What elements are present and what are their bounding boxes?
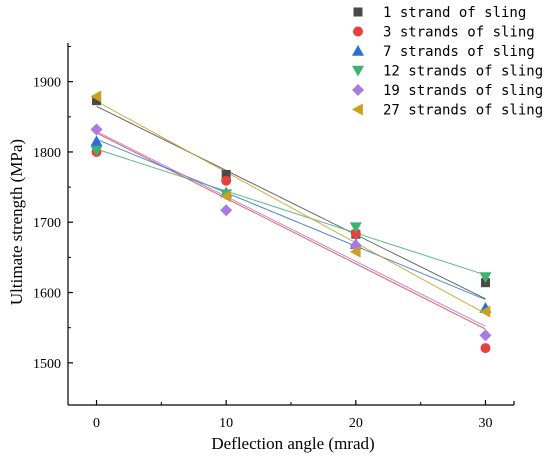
fit-line-series-6: [96, 100, 486, 315]
marker-series-2: [350, 228, 361, 239]
marker-series-3: [90, 135, 103, 147]
legend-marker-4: [352, 65, 364, 77]
legend-marker-5: [352, 84, 364, 96]
marker-series-6: [479, 305, 491, 318]
y-tick-label: 1800: [33, 146, 61, 161]
marker-series-4: [479, 272, 492, 284]
fit-line-series-2: [96, 132, 486, 330]
x-tick-label: 30: [478, 416, 492, 431]
y-tick-label: 1500: [33, 357, 61, 372]
fit-line-series-4: [96, 148, 486, 276]
trendlines: [96, 100, 486, 330]
legend-label-5: 19 strands of sling: [383, 83, 543, 99]
y-tick-label: 1600: [33, 287, 61, 302]
marker-series-2: [480, 343, 491, 354]
y-tick-label: 1700: [33, 216, 61, 231]
marker-series-4: [90, 145, 103, 157]
legend-label-3: 7 strands of sling: [383, 44, 535, 60]
marker-series-1: [92, 96, 102, 106]
fit-line-series-5: [96, 131, 486, 327]
x-axis-title: Deflection angle (mrad): [211, 434, 374, 453]
legend-label-6: 27 strands of sling: [383, 103, 543, 119]
marker-series-1: [221, 169, 231, 179]
marker-series-6: [349, 245, 361, 258]
marker-series-4: [349, 222, 362, 234]
legend: 1 strand of sling 3 strands of sling 7 str…: [352, 5, 543, 119]
legend-marker-1: [353, 7, 363, 17]
x-tick-label: 20: [349, 416, 363, 431]
x-tick-label: 0: [93, 416, 100, 431]
marker-series-5: [220, 204, 233, 217]
legend-label-2: 3 strands of sling: [383, 25, 535, 41]
y-axis-title: Ultimate strength (MPa): [7, 139, 26, 305]
marker-series-5: [479, 329, 492, 342]
marker-series-6: [220, 190, 231, 203]
legend-label-4: 12 strands of sling: [383, 64, 543, 80]
legend-marker-3: [352, 45, 364, 56]
fit-line-series-3: [96, 138, 486, 301]
fit-line-series-1: [96, 105, 486, 300]
legend-label-1: 1 strand of sling: [383, 5, 526, 21]
legend-marker-6: [352, 103, 363, 116]
x-tick-label: 10: [219, 416, 233, 431]
legend-marker-2: [353, 26, 363, 37]
axes: 0 10 20 30 1500 1600 1700 1800 1900: [33, 43, 515, 431]
marker-series-5: [90, 123, 103, 136]
data-markers: [90, 90, 492, 354]
marker-series-2: [221, 175, 232, 186]
y-tick-label: 1900: [33, 76, 61, 91]
marker-series-6: [90, 90, 102, 103]
